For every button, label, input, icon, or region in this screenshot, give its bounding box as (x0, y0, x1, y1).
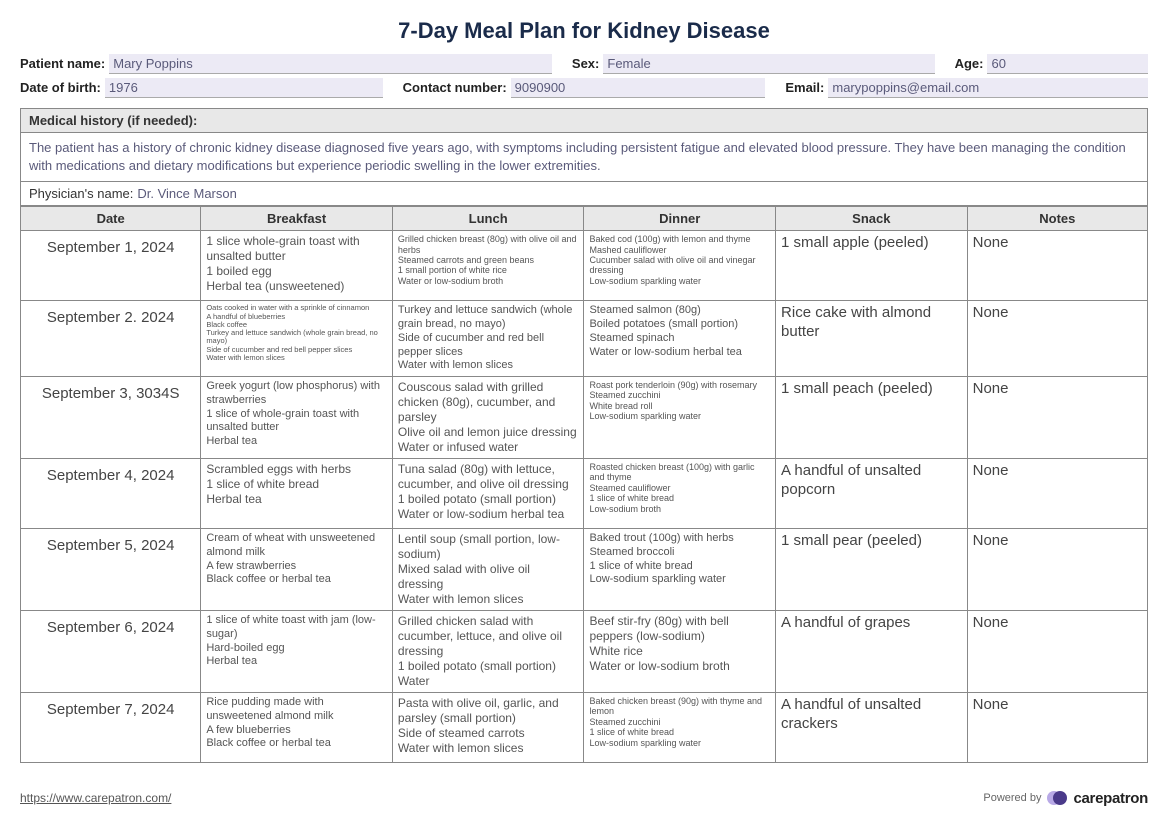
table-cell: Baked cod (100g) with lemon and thyme Ma… (584, 231, 776, 301)
medical-history-header: Medical history (if needed): (21, 109, 1147, 133)
dob-value: 1976 (105, 78, 383, 98)
table-cell: Grilled chicken breast (80g) with olive … (392, 231, 584, 301)
sex-label: Sex: (572, 56, 599, 71)
table-cell: September 3, 3034S (21, 377, 201, 459)
patient-info-row-2: Date of birth: 1976 Contact number: 9090… (20, 78, 1148, 98)
table-cell: September 1, 2024 (21, 231, 201, 301)
patient-name-label: Patient name: (20, 56, 105, 71)
table-cell: Beef stir-fry (80g) with bell peppers (l… (584, 611, 776, 693)
physician-value: Dr. Vince Marson (137, 186, 236, 201)
age-label: Age: (955, 56, 984, 71)
contact-label: Contact number: (403, 80, 507, 95)
table-cell: Scrambled eggs with herbs 1 slice of whi… (201, 459, 393, 529)
brand-name: carepatron (1073, 790, 1148, 807)
table-cell: Tuna salad (80g) with lettuce, cucumber,… (392, 459, 584, 529)
table-cell: Pasta with olive oil, garlic, and parsle… (392, 693, 584, 763)
col-date: Date (21, 207, 201, 231)
table-cell: None (967, 693, 1147, 763)
table-cell: None (967, 377, 1147, 459)
table-header-row: Date Breakfast Lunch Dinner Snack Notes (21, 207, 1148, 231)
footer-url[interactable]: https://www.carepatron.com/ (20, 791, 171, 805)
table-row: September 5, 2024Cream of wheat with uns… (21, 529, 1148, 611)
table-cell: None (967, 529, 1147, 611)
table-cell: Rice cake with almond butter (776, 301, 968, 377)
table-cell: Cream of wheat with unsweetened almond m… (201, 529, 393, 611)
table-cell: None (967, 301, 1147, 377)
table-cell: None (967, 611, 1147, 693)
table-cell: Steamed salmon (80g) Boiled potatoes (sm… (584, 301, 776, 377)
table-cell: A handful of grapes (776, 611, 968, 693)
col-breakfast: Breakfast (201, 207, 393, 231)
powered-label: Powered by (983, 792, 1041, 804)
table-cell: September 5, 2024 (21, 529, 201, 611)
table-cell: Roast pork tenderloin (90g) with rosemar… (584, 377, 776, 459)
dob-label: Date of birth: (20, 80, 101, 95)
table-cell: Baked trout (100g) with herbs Steamed br… (584, 529, 776, 611)
table-cell: 1 small peach (peeled) (776, 377, 968, 459)
col-notes: Notes (967, 207, 1147, 231)
medical-history-body: The patient has a history of chronic kid… (21, 133, 1147, 181)
table-cell: 1 slice whole-grain toast with unsalted … (201, 231, 393, 301)
table-cell: September 7, 2024 (21, 693, 201, 763)
table-cell: 1 slice of white toast with jam (low-sug… (201, 611, 393, 693)
email-label: Email: (785, 80, 824, 95)
table-cell: September 6, 2024 (21, 611, 201, 693)
patient-name-value: Mary Poppins (109, 54, 552, 74)
table-cell: Turkey and lettuce sandwich (whole grain… (392, 301, 584, 377)
table-cell: Baked chicken breast (90g) with thyme an… (584, 693, 776, 763)
table-cell: Lentil soup (small portion, low-sodium) … (392, 529, 584, 611)
table-row: September 3, 3034SGreek yogurt (low phos… (21, 377, 1148, 459)
table-row: September 7, 2024Rice pudding made with … (21, 693, 1148, 763)
table-cell: None (967, 231, 1147, 301)
physician-row: Physician's name: Dr. Vince Marson (21, 181, 1147, 205)
table-cell: 1 small apple (peeled) (776, 231, 968, 301)
patient-info-row-1: Patient name: Mary Poppins Sex: Female A… (20, 54, 1148, 74)
table-cell: Rice pudding made with unsweetened almon… (201, 693, 393, 763)
meal-plan-table: Date Breakfast Lunch Dinner Snack Notes … (20, 206, 1148, 763)
contact-value: 9090900 (511, 78, 766, 98)
medical-history-box: Medical history (if needed): The patient… (20, 108, 1148, 206)
page-title: 7-Day Meal Plan for Kidney Disease (20, 18, 1148, 44)
table-cell: September 4, 2024 (21, 459, 201, 529)
table-cell: Grilled chicken salad with cucumber, let… (392, 611, 584, 693)
email-value: marypoppins@email.com (828, 78, 1148, 98)
table-row: September 2. 2024Oats cooked in water wi… (21, 301, 1148, 377)
col-dinner: Dinner (584, 207, 776, 231)
table-row: September 4, 2024Scrambled eggs with her… (21, 459, 1148, 529)
table-cell: None (967, 459, 1147, 529)
age-value: 60 (987, 54, 1148, 74)
table-row: September 1, 20241 slice whole-grain toa… (21, 231, 1148, 301)
table-cell: A handful of unsalted popcorn (776, 459, 968, 529)
table-cell: Roasted chicken breast (100g) with garli… (584, 459, 776, 529)
physician-label: Physician's name: (29, 186, 133, 201)
table-cell: Greek yogurt (low phosphorus) with straw… (201, 377, 393, 459)
sex-value: Female (603, 54, 934, 74)
table-cell: A handful of unsalted crackers (776, 693, 968, 763)
col-snack: Snack (776, 207, 968, 231)
col-lunch: Lunch (392, 207, 584, 231)
table-cell: 1 small pear (peeled) (776, 529, 968, 611)
carepatron-logo-icon (1047, 788, 1067, 808)
table-cell: Oats cooked in water with a sprinkle of … (201, 301, 393, 377)
footer: https://www.carepatron.com/ Powered by c… (20, 788, 1148, 808)
table-row: September 6, 20241 slice of white toast … (21, 611, 1148, 693)
powered-by: Powered by carepatron (983, 788, 1148, 808)
table-cell: September 2. 2024 (21, 301, 201, 377)
table-cell: Couscous salad with grilled chicken (80g… (392, 377, 584, 459)
